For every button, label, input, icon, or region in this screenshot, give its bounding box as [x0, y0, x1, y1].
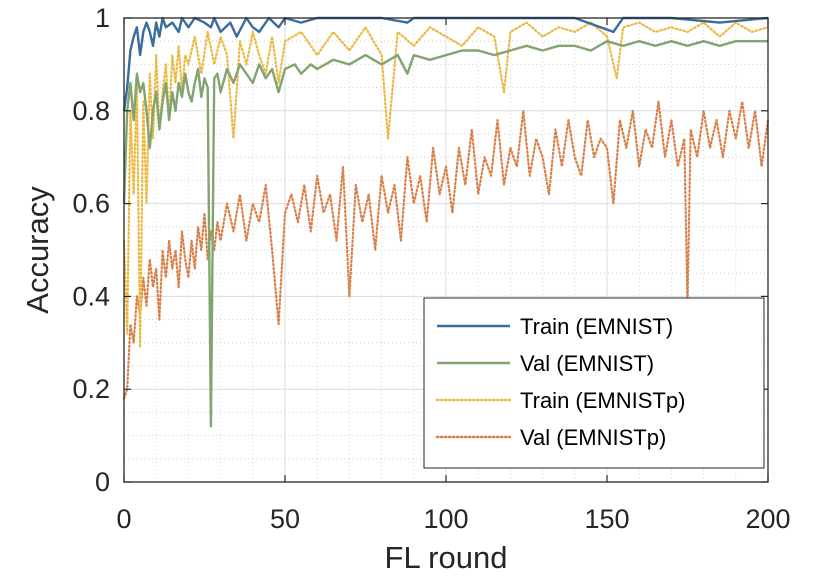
series-line-val-emnist [122, 40, 768, 428]
y-tick-label: 1 [95, 3, 110, 33]
x-tick-label: 150 [584, 504, 629, 534]
legend-label-val-emnistp: Val (EMNISTp) [520, 425, 666, 450]
series-layer [122, 16, 770, 428]
y-tick-label: 0.4 [72, 281, 110, 311]
series-line-val-emnistp [122, 100, 770, 400]
x-tick-label: 0 [116, 504, 131, 534]
x-tick-label: 200 [745, 504, 790, 534]
y-tick-label: 0.6 [72, 189, 110, 219]
x-tick-label: 100 [423, 504, 468, 534]
tick-labels: 0 50 100 150 200 0 0.2 0.4 0.6 0.8 1 [72, 3, 790, 534]
legend-label-train-emnistp: Train (EMNISTp) [520, 388, 685, 413]
y-tick-label: 0 [95, 467, 110, 497]
x-axis-label: FL round [385, 540, 508, 575]
y-tick-label: 0.8 [72, 96, 110, 126]
legend-label-val-emnist: Val (EMNIST) [520, 351, 654, 376]
x-tick-label: 50 [270, 504, 300, 534]
legend: Train (EMNIST) Val (EMNIST) Train (EMNIS… [423, 297, 765, 469]
legend-label-train-emnist: Train (EMNIST) [520, 314, 673, 339]
y-tick-label: 0.2 [72, 374, 110, 404]
tick-marks [123, 17, 769, 483]
y-axis-label: Accuracy [20, 186, 55, 314]
